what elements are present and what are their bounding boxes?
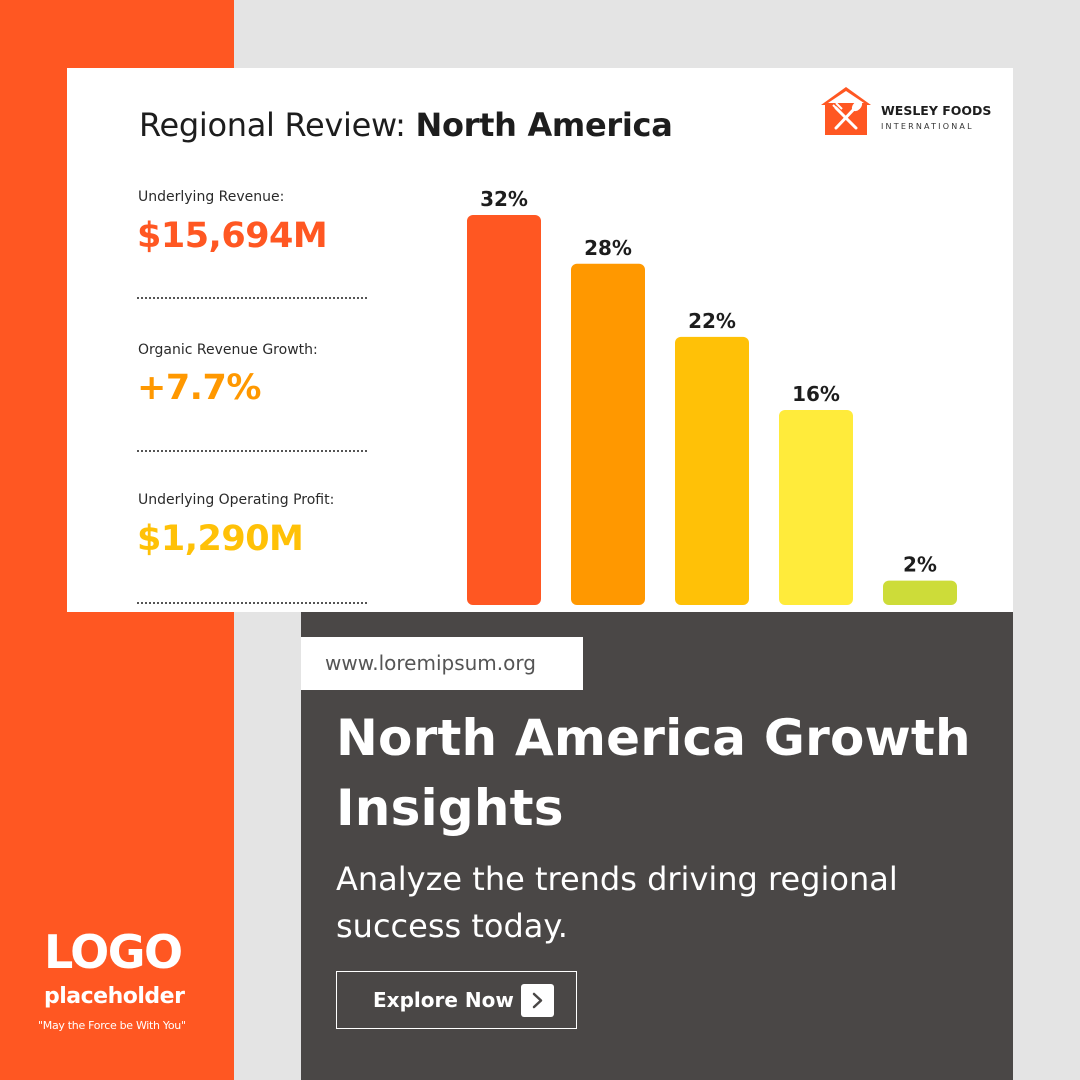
bar-5 [883, 580, 957, 605]
brand-name: WESLEY FOODS [881, 103, 992, 118]
promo-subline: Analyze the trends driving regional succ… [336, 860, 898, 945]
explore-now-label: Explore Now [373, 988, 514, 1012]
promo-panel [301, 612, 1013, 1080]
logo-subtext: placeholder [44, 984, 185, 1009]
bar-2 [571, 263, 645, 605]
website-url[interactable]: www.loremipsum.org [301, 637, 583, 690]
brand-logo: WESLEY FOODS INTERNATIONAL [819, 85, 999, 141]
restaurant-house-icon [821, 87, 871, 135]
regional-review-card: Regional Review: North America WESLEY FO… [67, 68, 1013, 612]
bar-3 [675, 336, 749, 605]
divider [137, 602, 367, 604]
logo-tagline: "May the Force be With You" [38, 1019, 186, 1032]
share-bar-chart: 32% 28% 22% 16% 2% [467, 187, 957, 605]
card-title: Regional Review: North America [139, 106, 673, 144]
bar-label-1: 32% [480, 187, 528, 211]
bar-label-3: 22% [688, 309, 736, 333]
divider [137, 297, 367, 299]
brand-subtitle: INTERNATIONAL [881, 122, 974, 131]
bar-label-4: 16% [792, 382, 840, 406]
metric-label-revenue: Underlying Revenue: [138, 189, 285, 205]
metric-value-growth: +7.7% [137, 368, 261, 408]
bar-4 [779, 410, 853, 605]
metric-label-growth: Organic Revenue Growth: [138, 342, 318, 358]
logo-text: LOGO [44, 925, 183, 979]
divider [137, 450, 367, 452]
region-name: North America [415, 106, 673, 144]
metric-value-revenue: $15,694M [137, 216, 328, 256]
bar-label-2: 28% [584, 236, 632, 260]
chevron-right-icon [521, 984, 554, 1017]
explore-now-button[interactable]: Explore Now [336, 971, 577, 1029]
bar-label-5: 2% [903, 553, 937, 577]
metric-label-profit: Underlying Operating Profit: [138, 492, 335, 508]
bar-1 [467, 215, 541, 605]
metric-value-profit: $1,290M [137, 519, 304, 559]
promo-headline: North America Growth Insights [336, 709, 971, 837]
